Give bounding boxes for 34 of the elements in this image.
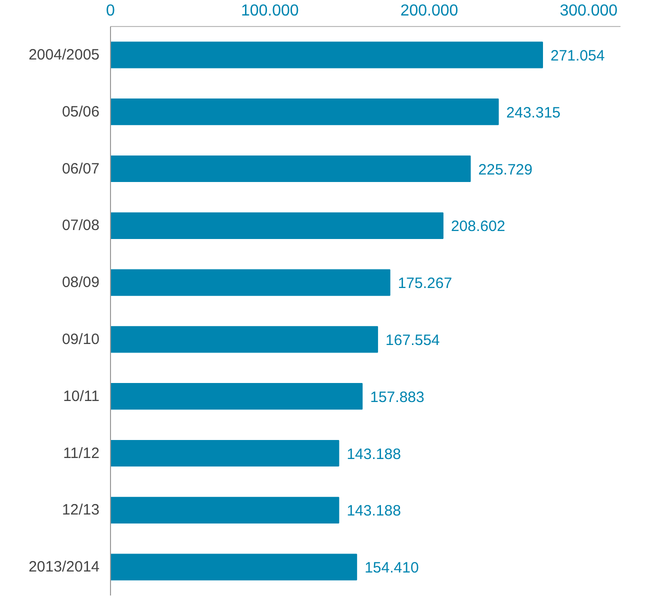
data-label: 154.410 xyxy=(364,560,419,577)
y-tick-label: 2004/2005 xyxy=(28,46,100,64)
y-tick-label: 2013/2014 xyxy=(28,558,100,576)
y-tick-label: 08/09 xyxy=(62,274,100,292)
bar xyxy=(110,269,390,296)
data-label: 208.602 xyxy=(450,218,506,236)
bar xyxy=(110,212,444,239)
y-tick-label: 10/11 xyxy=(63,388,100,405)
data-label: 167.554 xyxy=(386,332,440,349)
bar xyxy=(110,440,340,467)
bar xyxy=(110,155,471,182)
y-tick-label: 11/12 xyxy=(63,444,100,462)
bar xyxy=(110,98,499,126)
bar xyxy=(110,42,543,68)
bar xyxy=(110,554,358,580)
data-label: 143.188 xyxy=(346,446,401,463)
data-label: 143.188 xyxy=(346,502,401,520)
bar xyxy=(110,383,363,410)
y-tick-label: 05/06 xyxy=(62,103,100,120)
data-label: 271.054 xyxy=(550,47,605,64)
data-label: 225.729 xyxy=(478,161,532,178)
data-label: 157.883 xyxy=(370,388,424,406)
x-tick-label: 300.000 xyxy=(560,2,618,20)
y-tick-label: 09/10 xyxy=(62,330,100,348)
bar xyxy=(110,496,340,524)
y-tick-label: 07/08 xyxy=(62,217,100,234)
x-tick-label: 200.000 xyxy=(400,2,458,20)
data-label: 243.315 xyxy=(506,104,561,122)
y-tick-label: 12/13 xyxy=(62,502,100,519)
x-tick-label: 0 xyxy=(106,2,116,20)
y-tick-label: 06/07 xyxy=(62,160,100,178)
data-label: 175.267 xyxy=(398,275,452,292)
bar xyxy=(110,326,378,353)
x-tick-label: 100.000 xyxy=(240,2,299,20)
